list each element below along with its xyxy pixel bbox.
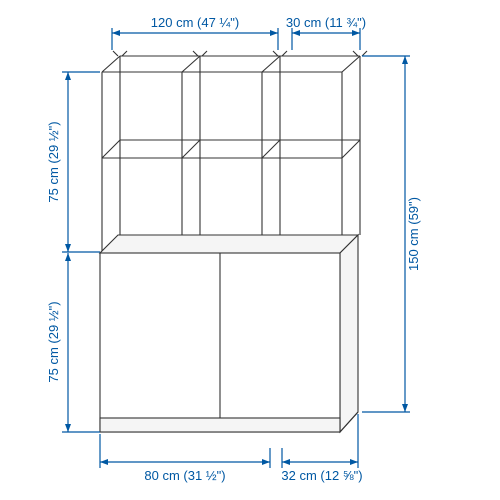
- dim-top-width-label: 120 cm (47 ¼"): [151, 15, 239, 30]
- dim-bottom-width: 80 cm (31 ½"): [100, 434, 270, 483]
- dim-top-depth: 30 cm (11 ¾"): [286, 15, 366, 50]
- upper-frame: [102, 51, 367, 252]
- dim-top-width: 120 cm (47 ¼"): [112, 15, 278, 50]
- cabinet-top: [100, 235, 358, 253]
- dim-left-lower-label: 75 cm (29 ½"): [46, 301, 61, 382]
- lower-cabinet: [100, 235, 358, 432]
- dim-left-upper-label: 75 cm (29 ½"): [46, 121, 61, 202]
- dimension-diagram: 120 cm (47 ¼") 30 cm (11 ¾") 75 cm (29 ½…: [0, 0, 500, 500]
- dim-left-lower: 75 cm (29 ½"): [46, 253, 100, 432]
- dim-top-depth-label: 30 cm (11 ¾"): [286, 15, 366, 30]
- dim-left-upper: 75 cm (29 ½"): [46, 72, 100, 252]
- dim-bottom-depth-label: 32 cm (12 ⅝"): [281, 468, 362, 483]
- dim-right-total: 150 cm (59"): [362, 56, 421, 412]
- dim-bottom-width-label: 80 cm (31 ½"): [144, 468, 225, 483]
- dim-right-total-label: 150 cm (59"): [406, 197, 421, 271]
